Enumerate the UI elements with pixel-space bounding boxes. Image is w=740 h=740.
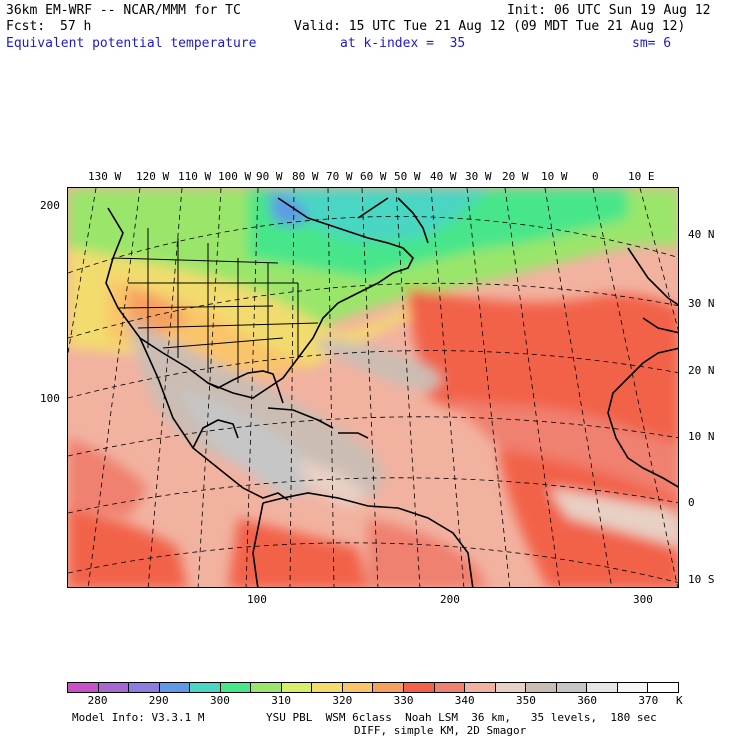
legend-swatch bbox=[159, 683, 191, 692]
lon-label: 80 W bbox=[292, 170, 319, 183]
lon-label: 100 W bbox=[218, 170, 252, 183]
legend-swatch bbox=[281, 683, 313, 692]
legend-swatch bbox=[312, 683, 343, 692]
theta-e-map bbox=[67, 187, 679, 588]
legend-swatch bbox=[617, 683, 649, 692]
valid-time: Valid: 15 UTC Tue 21 Aug 12 (09 MDT Tue … bbox=[294, 19, 686, 34]
model-title: 36km EM-WRF -- NCAR/MMM for TC bbox=[6, 3, 241, 18]
legend-swatch bbox=[404, 683, 435, 692]
legend-swatch bbox=[129, 683, 160, 692]
lon-label: 10 E bbox=[628, 170, 655, 183]
legend-swatch bbox=[495, 683, 527, 692]
legend-swatch bbox=[465, 683, 496, 692]
legend-value: 310 bbox=[271, 694, 292, 707]
legend-value: 370 bbox=[638, 694, 659, 707]
legend-swatch bbox=[342, 683, 374, 692]
legend-swatch bbox=[373, 683, 405, 692]
field-name: Equivalent potential temperature bbox=[6, 36, 257, 51]
lon-label: 120 W bbox=[136, 170, 170, 183]
legend-value: 350 bbox=[516, 694, 536, 707]
lat-label: 10 N bbox=[688, 430, 715, 443]
legend-swatch bbox=[648, 683, 678, 692]
lon-label: 30 W bbox=[465, 170, 492, 183]
lon-label: 20 W bbox=[502, 170, 529, 183]
lat-label: 0 bbox=[688, 496, 695, 509]
coastlines bbox=[105, 197, 678, 587]
legend-unit: K bbox=[676, 694, 683, 707]
grid-x-label: 100 bbox=[247, 593, 267, 606]
grid-x-label: 300 bbox=[633, 593, 653, 606]
physics-info: YSU PBL WSM 6class Noah LSM 36 km, 35 le… bbox=[266, 711, 657, 724]
lon-label: 40 W bbox=[430, 170, 457, 183]
lat-label: 10 S bbox=[688, 573, 715, 586]
lon-label: 10 W bbox=[541, 170, 568, 183]
legend-swatch bbox=[434, 683, 466, 692]
map-canvas bbox=[68, 188, 678, 587]
legend-swatch bbox=[587, 683, 618, 692]
lon-label: 0 bbox=[592, 170, 599, 183]
lat-label: 30 N bbox=[688, 297, 715, 310]
legend-value: 360 bbox=[577, 694, 598, 707]
legend-value: 330 bbox=[393, 694, 414, 707]
forecast-hours: 57 h bbox=[60, 19, 92, 34]
lon-label: 110 W bbox=[178, 170, 212, 183]
lon-label: 70 W bbox=[326, 170, 353, 183]
state-borders bbox=[112, 228, 319, 383]
legend-swatch bbox=[526, 683, 557, 692]
k-index-level: at k-index = 35 bbox=[340, 36, 466, 51]
legend-swatch bbox=[98, 683, 130, 692]
lon-label: 130 W bbox=[88, 170, 122, 183]
legend-value: 300 bbox=[210, 694, 230, 707]
legend-value: 280 bbox=[87, 694, 108, 707]
smoothing-value: sm= 6 bbox=[632, 36, 672, 51]
lon-label: 60 W bbox=[360, 170, 387, 183]
model-info: Model Info: V3.3.1 M bbox=[72, 711, 205, 724]
legend-value: 290 bbox=[148, 694, 169, 707]
lat-label: 40 N bbox=[688, 228, 715, 241]
legend-swatch bbox=[556, 683, 588, 692]
lon-label: 50 W bbox=[394, 170, 421, 183]
lon-label: 90 W bbox=[256, 170, 283, 183]
graticule bbox=[68, 188, 678, 587]
legend-value: 340 bbox=[454, 694, 475, 707]
legend-swatch bbox=[220, 683, 252, 692]
grid-x-label: 200 bbox=[440, 593, 460, 606]
forecast-label: Fcst: bbox=[6, 19, 46, 34]
init-time: Init: 06 UTC Sun 19 Aug 12 bbox=[507, 3, 711, 18]
lat-label: 20 N bbox=[688, 364, 715, 377]
legend-value: 320 bbox=[332, 694, 353, 707]
diffusion-info: DIFF, simple KM, 2D Smagor bbox=[354, 724, 527, 737]
grid-y-label: 100 bbox=[40, 392, 60, 405]
color-legend bbox=[67, 682, 679, 693]
legend-swatch bbox=[190, 683, 221, 692]
legend-swatch bbox=[251, 683, 282, 692]
grid-y-label: 200 bbox=[40, 199, 60, 212]
legend-swatch bbox=[68, 683, 99, 692]
